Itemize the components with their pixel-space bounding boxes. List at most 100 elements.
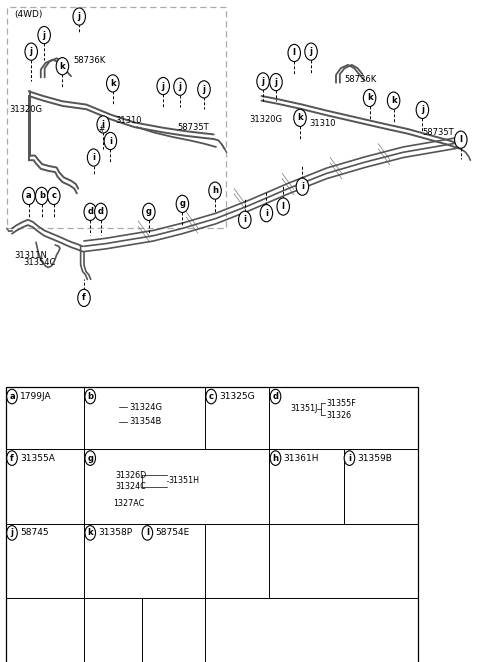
Circle shape xyxy=(7,526,17,540)
Text: j: j xyxy=(179,82,181,91)
Text: 1327AC: 1327AC xyxy=(113,498,144,508)
Text: i: i xyxy=(301,182,304,191)
Bar xyxy=(6,387,418,662)
Circle shape xyxy=(25,43,37,60)
Circle shape xyxy=(260,205,273,222)
Text: 31354B: 31354B xyxy=(130,417,162,426)
Circle shape xyxy=(416,101,429,118)
Circle shape xyxy=(174,78,186,95)
Circle shape xyxy=(78,289,90,307)
Text: b: b xyxy=(39,191,45,201)
Text: j: j xyxy=(203,85,205,94)
Text: j: j xyxy=(30,47,33,56)
Circle shape xyxy=(7,389,17,404)
Circle shape xyxy=(294,109,306,126)
Circle shape xyxy=(198,81,210,98)
Text: c: c xyxy=(209,392,214,401)
Text: i: i xyxy=(348,453,351,463)
Text: 58754E: 58754E xyxy=(156,528,190,538)
Text: f: f xyxy=(82,293,86,303)
Circle shape xyxy=(85,451,96,465)
Text: 31354C: 31354C xyxy=(23,258,55,267)
Text: i: i xyxy=(102,120,105,129)
Text: j: j xyxy=(43,30,46,40)
Circle shape xyxy=(38,26,50,44)
Text: 31310: 31310 xyxy=(310,119,336,128)
Circle shape xyxy=(104,132,117,150)
Text: 1799JA: 1799JA xyxy=(20,392,52,401)
Circle shape xyxy=(387,92,400,109)
Circle shape xyxy=(73,8,85,25)
Text: k: k xyxy=(60,62,65,71)
Circle shape xyxy=(84,203,96,220)
Text: d: d xyxy=(273,392,278,401)
Circle shape xyxy=(239,211,251,228)
Text: k: k xyxy=(110,79,116,88)
Circle shape xyxy=(143,203,155,220)
Text: 31326D: 31326D xyxy=(115,471,146,480)
Text: l: l xyxy=(282,202,285,211)
Text: j: j xyxy=(421,105,424,115)
Text: 31310: 31310 xyxy=(115,116,142,125)
Circle shape xyxy=(157,77,169,95)
Bar xyxy=(7,7,226,228)
Text: 31320G: 31320G xyxy=(10,105,43,114)
Text: k: k xyxy=(297,113,303,122)
Text: i: i xyxy=(109,136,112,146)
Text: f: f xyxy=(10,453,14,463)
Text: g: g xyxy=(87,453,93,463)
Text: 31320G: 31320G xyxy=(250,115,283,124)
Text: 31355F: 31355F xyxy=(326,399,356,408)
Text: 31358P: 31358P xyxy=(98,528,132,538)
Circle shape xyxy=(288,44,300,62)
Text: 31324G: 31324G xyxy=(130,402,163,412)
Circle shape xyxy=(95,203,107,220)
Text: 31361H: 31361H xyxy=(284,453,319,463)
Text: l: l xyxy=(459,135,462,144)
Text: c: c xyxy=(51,191,56,201)
Circle shape xyxy=(363,89,376,107)
Text: i: i xyxy=(243,215,246,224)
Text: 58736K: 58736K xyxy=(73,56,105,66)
Circle shape xyxy=(176,195,189,213)
Circle shape xyxy=(87,149,100,166)
Text: 31311N: 31311N xyxy=(14,251,47,260)
Text: a: a xyxy=(26,191,32,201)
Text: 58736K: 58736K xyxy=(344,75,376,84)
Text: j: j xyxy=(262,77,264,86)
Text: l: l xyxy=(293,48,296,58)
Text: h: h xyxy=(212,186,218,195)
Circle shape xyxy=(107,75,119,92)
Circle shape xyxy=(36,187,48,205)
Text: k: k xyxy=(391,96,396,105)
Text: 31359B: 31359B xyxy=(358,453,393,463)
Text: d: d xyxy=(98,207,104,216)
Text: 58735T: 58735T xyxy=(422,128,454,137)
Text: g: g xyxy=(146,207,152,216)
Text: b: b xyxy=(87,392,93,401)
Text: j: j xyxy=(78,12,81,21)
Circle shape xyxy=(7,451,17,465)
Text: d: d xyxy=(87,207,93,216)
Circle shape xyxy=(455,131,467,148)
Text: j: j xyxy=(275,77,277,87)
Text: k: k xyxy=(87,528,93,538)
Text: 58745: 58745 xyxy=(20,528,49,538)
Circle shape xyxy=(48,187,60,205)
Text: k: k xyxy=(367,93,372,103)
Circle shape xyxy=(270,389,281,404)
Text: j: j xyxy=(11,528,13,538)
Text: g: g xyxy=(180,199,185,209)
Circle shape xyxy=(142,526,153,540)
Text: 31325G: 31325G xyxy=(219,392,255,401)
Circle shape xyxy=(257,73,269,90)
Text: j: j xyxy=(310,47,312,56)
Circle shape xyxy=(344,451,355,465)
Circle shape xyxy=(85,389,96,404)
Text: i: i xyxy=(92,153,95,162)
Text: 31324C: 31324C xyxy=(115,482,146,491)
Text: 31351J: 31351J xyxy=(290,404,318,413)
Circle shape xyxy=(296,178,309,195)
Text: j: j xyxy=(162,81,165,91)
Circle shape xyxy=(270,73,282,91)
